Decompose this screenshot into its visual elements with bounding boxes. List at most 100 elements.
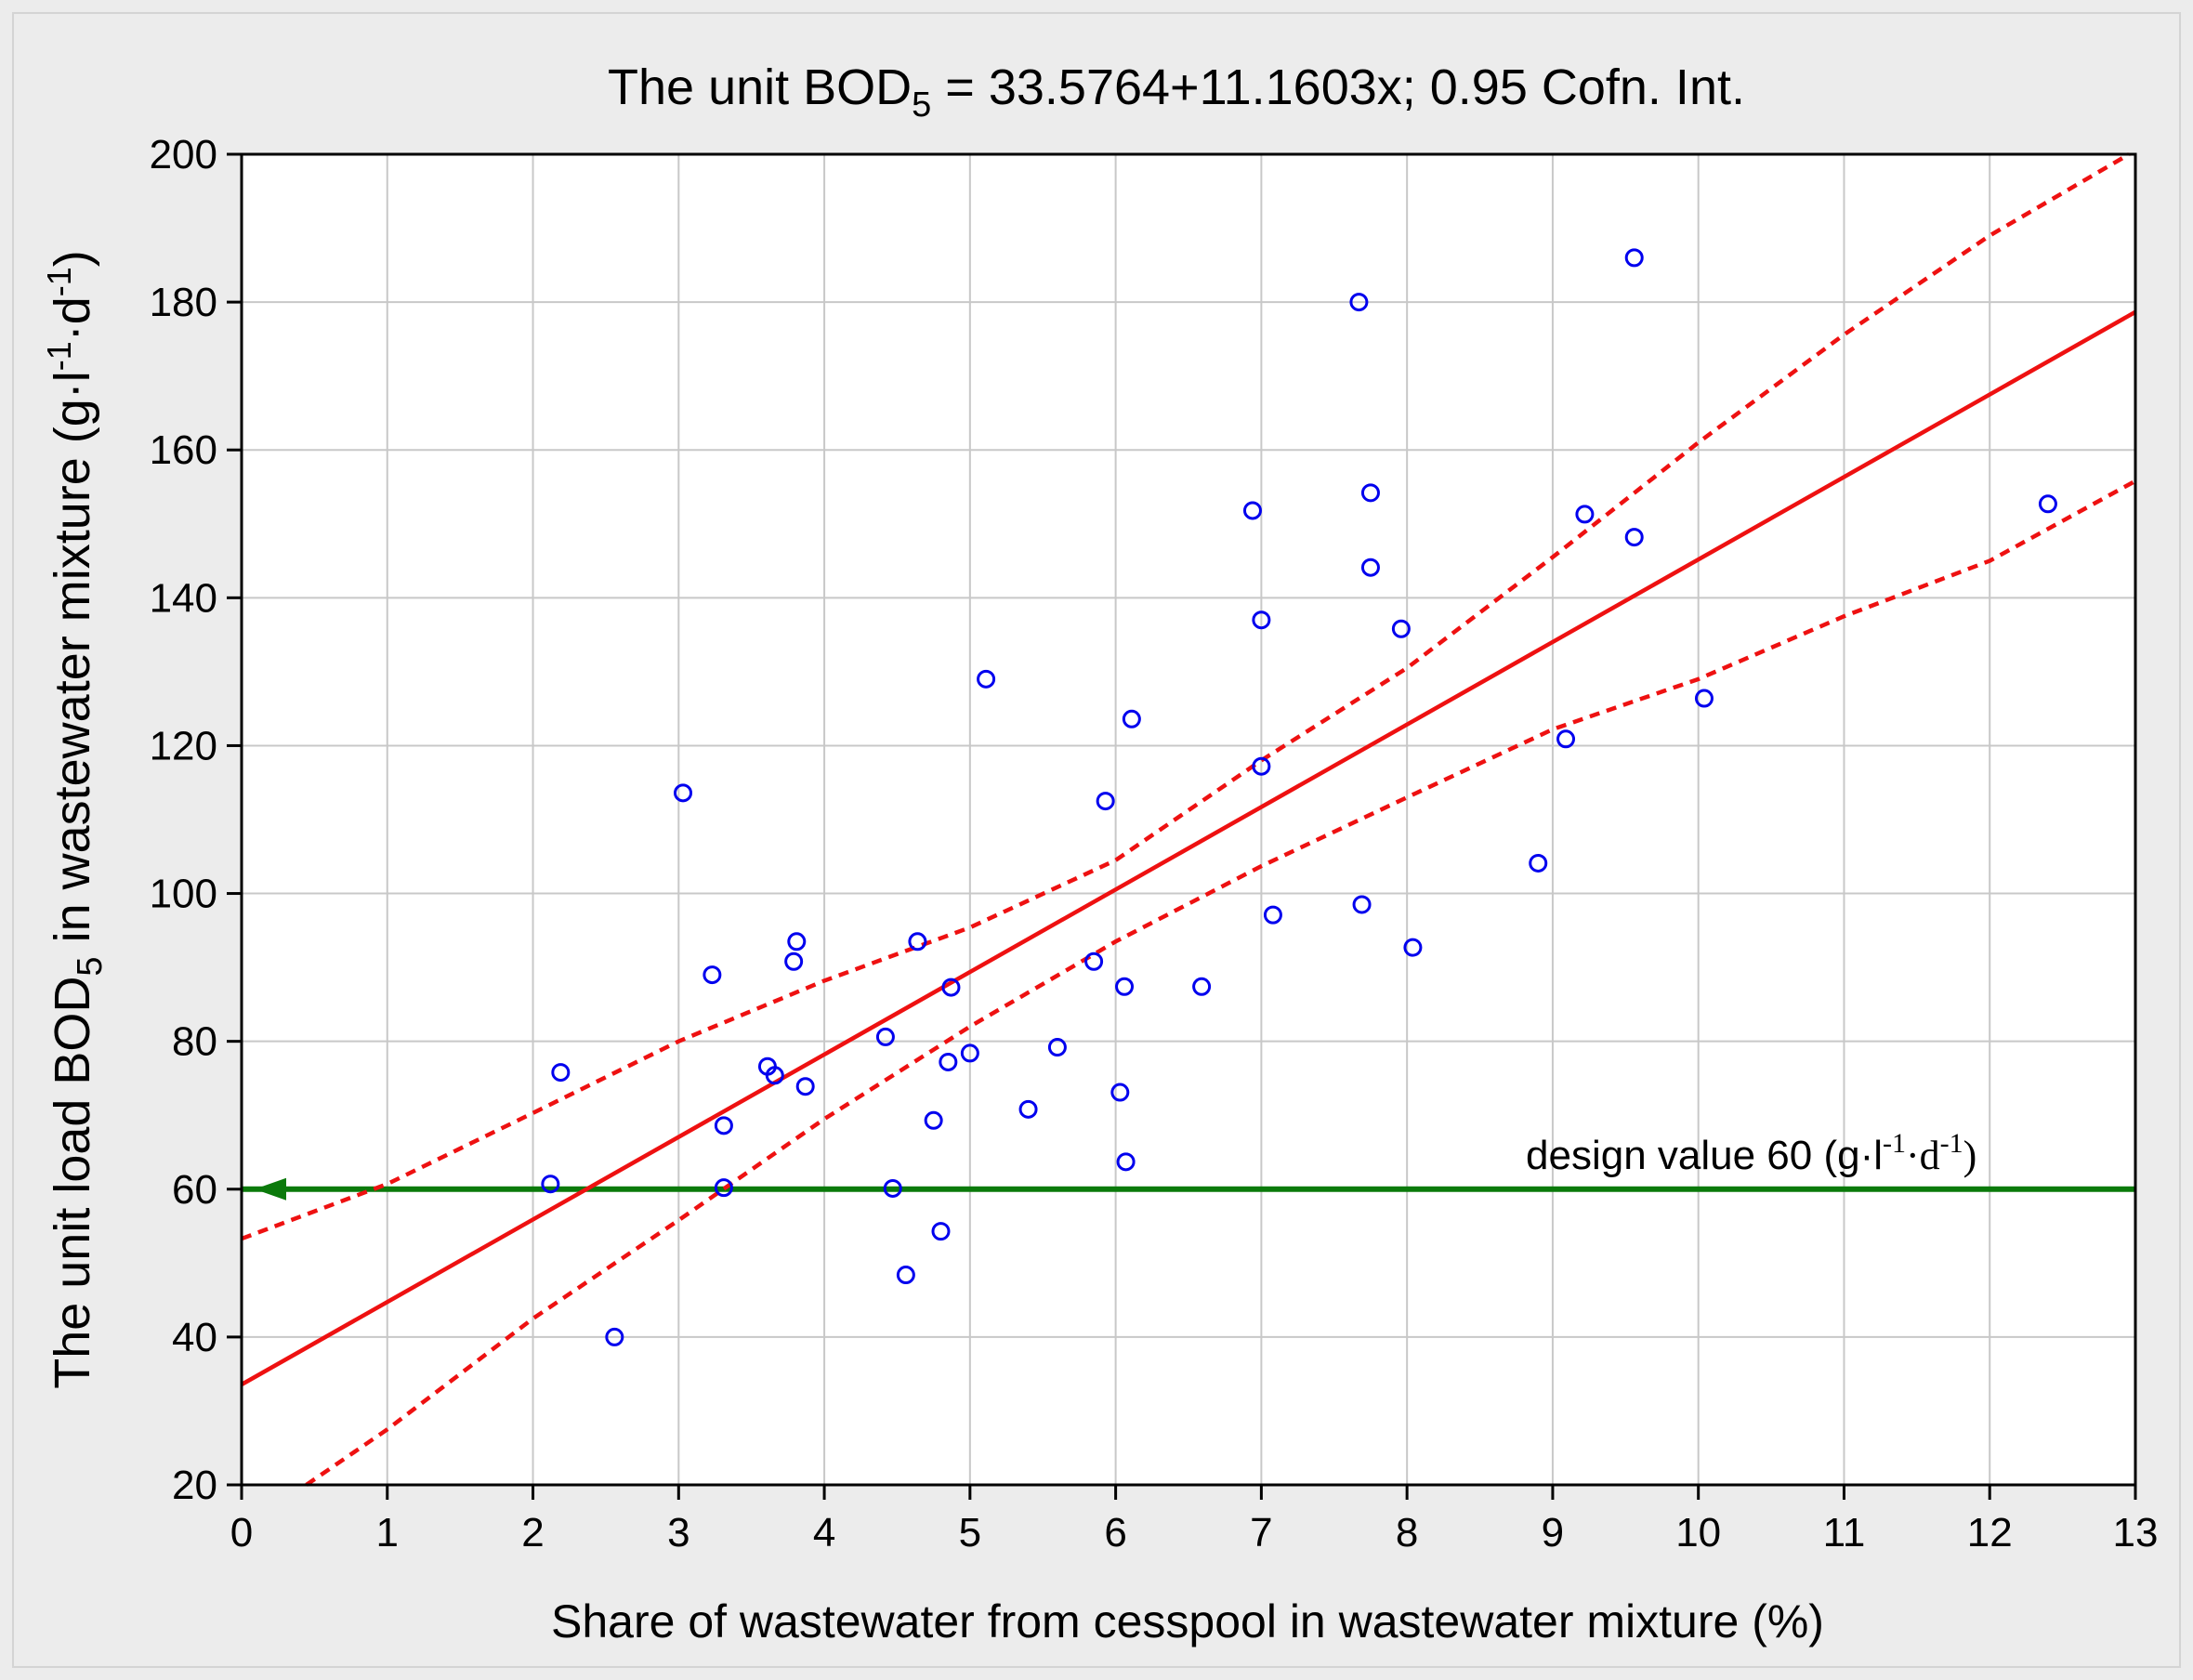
data-point [1352, 895, 1372, 914]
data-points [541, 248, 2057, 1346]
data-point [1694, 689, 1714, 708]
data-point [1360, 558, 1380, 577]
design-label-dot: ·d [1906, 1133, 1940, 1178]
ylabel-middle: in wastewater mixture (g·l [45, 371, 100, 956]
y-tick-label: 40 [172, 1315, 217, 1360]
regression-line [240, 309, 2137, 1386]
x-tick-label: 7 [1250, 1510, 1272, 1555]
data-point [1252, 756, 1271, 776]
x-tick-label: 10 [1675, 1510, 1721, 1555]
data-point [765, 1066, 784, 1085]
design-label-sup2: -1 [1940, 1128, 1963, 1159]
x-tick-label: 6 [1104, 1510, 1126, 1555]
title-prefix: The unit BOD [608, 59, 912, 115]
data-point [896, 1266, 915, 1285]
data-point [1556, 729, 1576, 749]
data-point [1242, 501, 1262, 520]
x-tick-label: 12 [1967, 1510, 2013, 1555]
data-point [674, 783, 693, 803]
data-point [1110, 1083, 1130, 1102]
data-point [875, 1027, 895, 1046]
data-point [703, 965, 722, 985]
plot-frame [240, 152, 2137, 1487]
data-point [795, 1077, 815, 1096]
y-tick-label: 60 [172, 1167, 217, 1213]
y-tick-label: 200 [150, 132, 217, 177]
data-point [605, 1327, 624, 1346]
x-tick-label: 11 [1823, 1510, 1866, 1555]
data-point [1624, 528, 1644, 547]
data-point [960, 1043, 979, 1063]
ylabel-suffix: ) [45, 250, 100, 267]
data-point [977, 669, 996, 689]
data-point [908, 932, 927, 952]
confidence-upper-line [241, 152, 2131, 1241]
x-axis-ticks: 0 1 2 3 4 5 6 7 8 9 10 11 12 13 [230, 1485, 2159, 1555]
data-point [541, 1175, 560, 1194]
outer-frame [12, 12, 2181, 1668]
title-suffix: = 33.5764+11.1603x; 0.95 Cofn. Int. [931, 59, 1745, 115]
y-tick-label: 80 [172, 1019, 217, 1065]
data-point [1263, 905, 1282, 925]
y-tick-label: 180 [150, 280, 217, 325]
design-value-label: design value 60 (g·l-1·d-1) [1526, 1128, 1976, 1178]
data-point [714, 1178, 733, 1198]
data-point [1529, 853, 1548, 873]
design-label-suffix: ) [1963, 1133, 1977, 1178]
data-point [551, 1063, 571, 1083]
x-tick-label: 1 [376, 1510, 399, 1555]
arrow-left-icon [255, 1177, 286, 1201]
x-tick-label: 9 [1542, 1510, 1564, 1555]
data-point [941, 978, 961, 997]
y-tick-label: 100 [150, 872, 217, 917]
ylabel-sup1: -1 [40, 341, 78, 371]
x-tick-label: 4 [813, 1510, 835, 1555]
plot-area [242, 154, 2135, 1485]
y-tick-label: 140 [150, 575, 217, 621]
data-point [924, 1110, 943, 1130]
data-point [784, 952, 804, 971]
data-point [1192, 977, 1212, 996]
data-point [1403, 938, 1423, 957]
data-point [1624, 248, 1644, 268]
data-point [1391, 619, 1411, 638]
data-point [1018, 1099, 1038, 1119]
design-label-prefix: design value 60 (g·l [1526, 1133, 1883, 1178]
x-tick-label: 0 [230, 1510, 253, 1555]
title-subscript: 5 [912, 85, 931, 125]
data-point [883, 1178, 902, 1198]
y-axis-label: The unit load BOD5 in wastewater mixture… [40, 250, 110, 1389]
data-point [787, 932, 807, 952]
data-point [1122, 709, 1141, 728]
x-tick-label: 13 [2113, 1510, 2159, 1555]
data-point [1096, 792, 1115, 811]
data-point [1575, 505, 1595, 524]
design-label-sup1: -1 [1883, 1128, 1906, 1159]
ylabel-dot: ·d [45, 296, 100, 341]
data-point [931, 1222, 951, 1241]
data-point [1116, 1152, 1136, 1172]
data-point [1360, 483, 1380, 503]
data-point [1084, 952, 1104, 971]
data-point [1115, 977, 1135, 996]
data-point [1252, 610, 1271, 630]
y-tick-label: 120 [150, 723, 217, 768]
x-tick-label: 5 [959, 1510, 981, 1555]
y-tick-label: 160 [150, 427, 217, 473]
data-point [939, 1052, 958, 1071]
data-point [714, 1116, 733, 1135]
y-axis-ticks: 20 40 60 80 100 120 140 160 180 200 [150, 132, 242, 1508]
y-tick-label: 20 [172, 1463, 217, 1508]
x-axis-label: Share of wastewater from cesspool in was… [551, 1595, 1824, 1647]
x-tick-label: 3 [667, 1510, 689, 1555]
ylabel-prefix: The unit load BOD [45, 977, 100, 1389]
ylabel-subscript: 5 [71, 956, 110, 976]
x-tick-label: 8 [1396, 1510, 1418, 1555]
data-point [1047, 1038, 1067, 1057]
ylabel-sup2: -1 [40, 267, 78, 296]
x-tick-label: 2 [521, 1510, 544, 1555]
chart-title: The unit BOD5 = 33.5764+11.1603x; 0.95 C… [608, 59, 1745, 125]
data-point [2038, 494, 2057, 514]
data-point [1349, 293, 1369, 312]
